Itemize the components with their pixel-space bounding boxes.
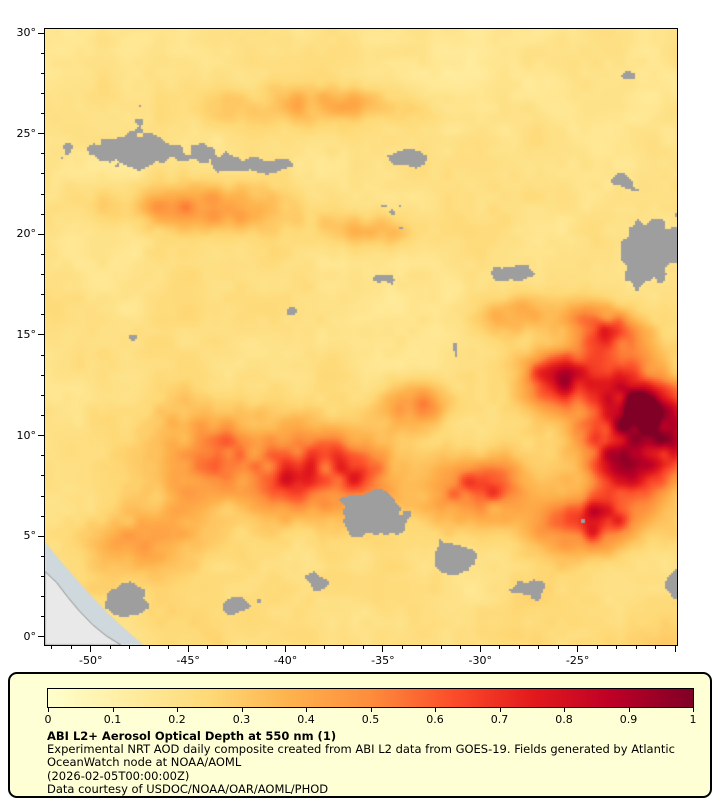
colorbar-tick [177,708,178,712]
legend-line-courtesy: Data courtesy of USDOC/NOAA/OAR/AOML/PHO… [47,781,329,796]
colorbar-tick [306,708,307,712]
lon-minor-tick [51,646,53,649]
colorbar-tick [499,708,501,712]
colorbar-tick [370,708,372,712]
colorbar-tick [693,708,694,712]
lon-minor-tick [323,646,325,649]
lon-minor-tick [207,646,209,649]
lon-major-tick [187,646,189,652]
lon-minor-tick [421,646,423,649]
lon-minor-tick [596,646,598,649]
colorbar-tick-label: 0 [44,713,52,726]
lon-minor-tick [655,646,657,649]
lon-tick-label: -35° [371,654,395,667]
lon-minor-tick [343,646,345,649]
lat-tick-label: 20° [16,227,37,241]
legend-box: 0 0.1 0.2 0.3 0.4 0.5 0.6 0.7 0.8 0.9 1 ABI L2+ Ae… [8,672,712,798]
lon-minor-tick [168,646,170,649]
lat-tick-label: 15° [16,327,37,341]
legend-line-node: OceanWatch node at NOAA/AOML [47,755,242,770]
legend-line-description: Experimental NRT AOD daily composite cre… [47,742,675,757]
map-frame [44,28,678,646]
colorbar-tick-label: 0.9 [619,713,638,726]
colorbar-tick-label: 0.5 [361,713,380,726]
lon-tick-label: -30° [468,654,493,667]
lon-tick-label: -40° [273,654,298,667]
lon-minor-tick [401,646,403,649]
lon-tick-label: -45° [176,654,200,667]
lon-tick-label: -25° [565,654,590,667]
lon-minor-tick [499,646,501,649]
colorbar-tick [628,708,630,712]
lon-minor-tick [557,646,559,649]
lon-minor-tick [518,646,520,649]
lon-minor-tick [148,646,150,649]
lon-major-tick [674,646,676,652]
colorbar-tick [112,708,114,712]
lon-minor-tick [440,646,442,649]
lat-tick-label: 30° [16,26,37,40]
legend-line-timestamp: (2026-02-05T00:00:00Z) [47,768,190,783]
lon-minor-tick [635,646,637,649]
lon-minor-tick [246,646,248,649]
lon-minor-tick [616,646,618,649]
colorbar-tick [564,708,565,712]
lon-minor-tick [109,646,111,649]
lat-tick-label: 0° [23,629,37,643]
lon-major-tick [285,646,287,652]
colorbar-tick-label: 0.3 [232,713,251,726]
lat-tick-label: 25° [16,126,37,140]
colorbar-tick-label: 0.2 [168,713,186,726]
colorbar-tick-label: 0.8 [555,713,573,726]
colorbar-tick-label: 0.7 [490,713,509,726]
lon-minor-tick [538,646,540,649]
colorbar-tick [435,708,436,712]
lon-minor-tick [226,646,228,649]
lon-minor-tick [70,646,72,649]
lon-minor-tick [460,646,462,649]
lon-minor-tick [129,646,131,649]
lon-minor-tick [362,646,364,649]
colorbar-tick [48,708,49,712]
colorbar [47,688,694,708]
lon-major-tick [577,646,579,652]
colorbar-tick [241,708,243,712]
colorbar-tick-label: 0.1 [103,713,122,726]
lon-minor-tick [304,646,306,649]
lon-major-tick [479,646,481,652]
legend-title: ABI L2+ Aerosol Optical Depth at 550 nm … [47,729,337,743]
colorbar-tick-label: 0.4 [297,713,315,726]
colorbar-tick-label: 0.6 [426,713,444,726]
legend-text: ABI L2+ Aerosol Optical Depth at 550 nm … [47,729,675,796]
aod-map-canvas [45,29,677,645]
lon-major-tick [382,646,384,652]
lat-tick-label: 5° [23,529,37,543]
lon-tick-label: -50° [79,654,103,667]
colorbar-tick-label: 1 [689,713,697,726]
lon-major-tick [90,646,92,652]
lat-tick-label: 10° [16,428,37,442]
lon-minor-tick [265,646,267,649]
